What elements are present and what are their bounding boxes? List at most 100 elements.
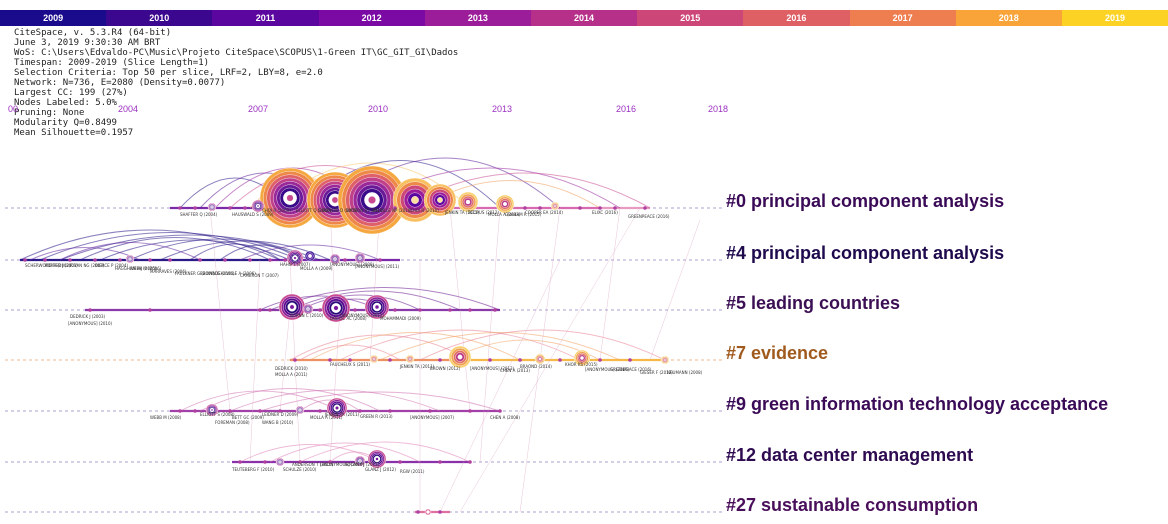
year-segment: 2012 (318, 10, 425, 26)
citation-node-ring (368, 195, 377, 204)
node-label: GIESER F (2017) (640, 370, 673, 375)
citation-node-dot (258, 308, 262, 312)
citation-node-dot (193, 409, 197, 413)
citation-node-ring (331, 196, 339, 204)
cross-link-line (479, 207, 501, 463)
node-label: [ANONYMOUS] (2007) (410, 415, 455, 420)
node-label: [ANONYMOUS] (2010) (68, 321, 113, 326)
year-color-bar: 2009 2010 2011 2012 2013 2014 2015 2016 2017 2018… (0, 10, 1168, 26)
citation-node-ring (289, 304, 295, 310)
citation-node-dot (198, 258, 202, 262)
node-label: HAUSWALD S (2009) (232, 212, 274, 217)
node-label: GREEN R (2013) (360, 414, 393, 419)
info-line: Mean Silhouette=0.1957 (14, 128, 134, 138)
node-label: COOPER EA (2014) (525, 210, 563, 215)
node-label: TEUTEBERG F (2010) (231, 467, 275, 472)
node-label: LEIDNER D (2009) (262, 412, 299, 417)
cluster-label: #0 principal component analysis (726, 191, 1005, 211)
node-label: WANG B (2010) (262, 420, 294, 425)
citation-node-dot (468, 308, 472, 312)
node-label: MOLLA A (2011) (310, 415, 343, 420)
node-label: DEDRICK (2010) (275, 366, 308, 371)
year-segment: 2016 (743, 10, 850, 26)
node-label: [ANONYMOUS] (2009) (330, 262, 375, 267)
citation-arc (239, 244, 381, 261)
node-label: CHEN A (2008) (490, 415, 520, 420)
citation-node-dot (393, 308, 397, 312)
citation-node-dot (578, 206, 582, 210)
cross-link-line (249, 259, 261, 463)
citation-node-dot (293, 358, 297, 362)
node-label: [ANONYMOUS] (2010) (320, 462, 365, 467)
timeline-tick: 2007 (248, 104, 269, 114)
info-line: WoS: C:\Users\Edvaldo-PC\Music\Projeto C… (14, 48, 459, 58)
citation-node-dot (498, 409, 502, 413)
citation-node-dot (298, 460, 302, 464)
citation-node-ring (359, 460, 362, 463)
citation-node-dot (88, 308, 92, 312)
citation-node-dot (248, 258, 252, 262)
node-label: JENKIN TA (2011) (324, 412, 360, 417)
citation-node-dot (348, 358, 352, 362)
node-label: BROWN G (2006) (200, 271, 235, 276)
node-label: WATSON RT (2010) (346, 208, 385, 213)
node-label: BORNN C (2010) (290, 313, 324, 318)
cluster-label: #27 sustainable consumption (726, 495, 979, 515)
citation-node-dot (318, 308, 322, 312)
year-segment: 2017 (849, 10, 956, 26)
citation-node-dot (148, 258, 152, 262)
citation-node-ring (373, 358, 376, 361)
citation-node-dot (493, 308, 497, 312)
node-label: WEEN M (2006) (130, 266, 162, 271)
citation-node-dot (418, 308, 422, 312)
citation-node-dot (283, 258, 287, 262)
citation-node-ring (437, 197, 443, 203)
citation-node-dot (228, 206, 232, 210)
citation-node-dot (193, 206, 197, 210)
node-label: DEAUVILLE A (2006) (215, 271, 256, 276)
citation-node-dot (118, 258, 122, 262)
citation-node-ring (411, 196, 419, 204)
node-label: PORTER J (2003) (45, 263, 78, 268)
citation-node-ring (457, 354, 463, 360)
year-segment: 2011 (212, 10, 319, 26)
cross-link-line (649, 219, 701, 361)
citation-node-dot (438, 358, 442, 362)
citation-node-dot (416, 510, 420, 514)
citation-node-ring (664, 359, 667, 362)
citation-node-dot (468, 460, 472, 464)
node-label: GREENPEACE (2016) (610, 367, 652, 372)
timeline-tick: 00 (8, 104, 19, 114)
timeline-tick: 2010 (368, 104, 389, 114)
cluster-label: #5 leading countries (726, 293, 901, 313)
citation-arc (289, 290, 461, 311)
citation-arc (269, 442, 421, 463)
citation-node-dot (168, 258, 172, 262)
node-label: SCHULZE (2010) (283, 467, 317, 472)
citation-node-ring (374, 304, 380, 310)
citation-arc (79, 237, 271, 261)
node-label: KOOMEY J (2011) (345, 462, 380, 467)
info-line: Modularity Q=0.8499 (14, 118, 117, 128)
cross-link-line (459, 207, 641, 513)
citation-node-dot (93, 258, 97, 262)
node-label: JENKIN TA (2011) (444, 210, 480, 215)
citation-node-dot (148, 308, 152, 312)
node-label: DOLCIC AC (2008) (330, 316, 367, 321)
citation-node-dot (388, 358, 392, 362)
citation-node-dot (613, 206, 617, 210)
timeline-tick: 2004 (118, 104, 139, 114)
node-label: RIVAN NG (2003) (70, 263, 105, 268)
year-segment: 2018 (955, 10, 1062, 26)
citation-node-ring (409, 358, 412, 361)
citation-node-ring (210, 408, 214, 412)
citation-arc (299, 344, 401, 361)
citation-node-dot (263, 460, 267, 464)
citation-node-dot (258, 409, 262, 413)
citation-node-ring (503, 201, 508, 206)
node-label: HAHN T (2007) (280, 262, 310, 267)
node-label: WEBB M (2008) (150, 415, 182, 420)
citation-node-dot (238, 460, 242, 464)
citation-node-dot (558, 358, 562, 362)
